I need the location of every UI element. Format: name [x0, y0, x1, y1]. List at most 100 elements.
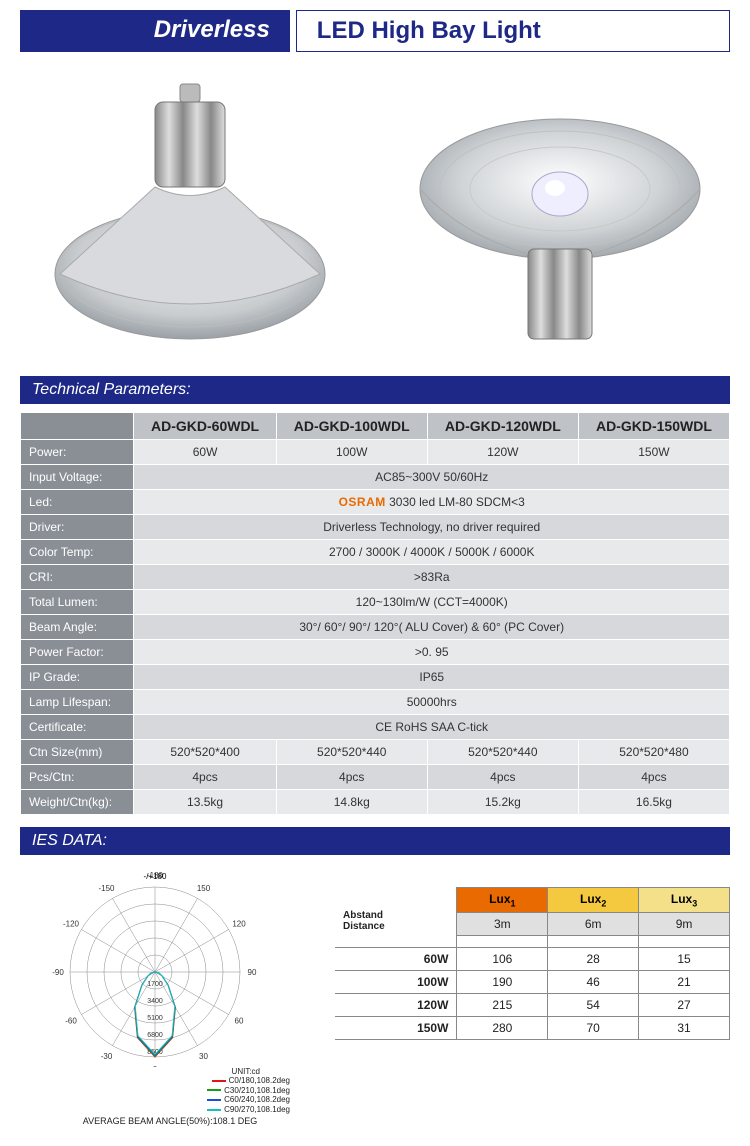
spec-row-label: Beam Angle: [21, 615, 134, 640]
legend-label: C90/270,108.1deg [224, 1105, 290, 1114]
spec-cell: 100W [276, 440, 427, 465]
lux-corner-0: Abstand [343, 910, 383, 921]
spec-cell: 520*520*440 [276, 740, 427, 765]
spec-row-label: Certificate: [21, 715, 134, 740]
spec-cell: AC85~300V 50/60Hz [134, 465, 730, 490]
lux-cell: 46 [548, 971, 639, 994]
spec-cell: 15.2kg [427, 790, 578, 815]
banner-left: Driverless [20, 10, 290, 52]
spec-cell: 14.8kg [276, 790, 427, 815]
lux-cell: 280 [457, 1017, 548, 1040]
svg-text:-150: -150 [98, 884, 115, 893]
spec-cell: 520*520*440 [427, 740, 578, 765]
polar-diagram: -180-150-120-90-60-300306090120150-/+180… [20, 867, 320, 1126]
legend-label: C0/180,108.2deg [229, 1076, 290, 1085]
spec-col-1: AD-GKD-100WDL [276, 413, 427, 440]
lux-dist-2: 6m [548, 913, 639, 936]
spec-cell: 4pcs [276, 765, 427, 790]
svg-text:3400: 3400 [147, 998, 163, 1005]
spec-cell: 120W [427, 440, 578, 465]
lux-row-label: 60W [335, 948, 457, 971]
svg-text:-120: -120 [63, 920, 80, 929]
spec-cell: 60W [134, 440, 276, 465]
spec-row-label: Input Voltage: [21, 465, 134, 490]
product-image-right [410, 74, 710, 354]
legend-swatch [207, 1109, 221, 1111]
legend-label: C60/240,108.2deg [224, 1095, 290, 1104]
legend-label: C30/210,108.1deg [224, 1086, 290, 1095]
spec-cell: 4pcs [427, 765, 578, 790]
svg-text:90: 90 [248, 968, 257, 977]
polar-footer: AVERAGE BEAM ANGLE(50%):108.1 DEG [20, 1116, 320, 1126]
spec-row-label: Lamp Lifespan: [21, 690, 134, 715]
spec-cell: OSRAM 3030 led LM-80 SDCM<3 [134, 490, 730, 515]
spec-col-3: AD-GKD-150WDL [578, 413, 729, 440]
spec-table: AD-GKD-60WDL AD-GKD-100WDL AD-GKD-120WDL… [20, 412, 730, 815]
polar-unit: UNIT:cd [20, 1067, 320, 1076]
product-images [20, 64, 730, 364]
spec-col-2: AD-GKD-120WDL [427, 413, 578, 440]
svg-text:-60: -60 [65, 1017, 77, 1026]
lux-cell: 28 [548, 948, 639, 971]
spec-cell: 4pcs [134, 765, 276, 790]
spec-cell: IP65 [134, 665, 730, 690]
svg-text:6800: 6800 [147, 1032, 163, 1039]
spec-cell: 150W [578, 440, 729, 465]
svg-text:60: 60 [235, 1017, 244, 1026]
spec-row-label: Power: [21, 440, 134, 465]
spec-row-label: IP Grade: [21, 665, 134, 690]
spec-row-label: Ctn Size(mm) [21, 740, 134, 765]
lux-cell: 215 [457, 994, 548, 1017]
lux-cell: 21 [639, 971, 730, 994]
lux-dist-1: 3m [457, 913, 548, 936]
svg-text:-/+180: -/+180 [144, 872, 167, 881]
spec-cell: 16.5kg [578, 790, 729, 815]
legend-swatch [212, 1080, 226, 1082]
spec-cell: CE RoHS SAA C-tick [134, 715, 730, 740]
spec-cell: 520*520*400 [134, 740, 276, 765]
lux-row-label: 120W [335, 994, 457, 1017]
spec-col-0: AD-GKD-60WDL [134, 413, 276, 440]
spec-cell: >83Ra [134, 565, 730, 590]
polar-legend: C0/180,108.2degC30/210,108.1degC60/240,1… [20, 1076, 320, 1114]
spec-row-label: Color Temp: [21, 540, 134, 565]
spec-cell: 2700 / 3000K / 4000K / 5000K / 6000K [134, 540, 730, 565]
spec-cell: 13.5kg [134, 790, 276, 815]
legend-item: C30/210,108.1deg [20, 1086, 290, 1096]
spec-cell: 50000hrs [134, 690, 730, 715]
lux-table: Abstand Distance Lux1 Lux2 Lux3 3m 6m 9m… [335, 887, 730, 1040]
spec-cell: 520*520*480 [578, 740, 729, 765]
lux-cell: 27 [639, 994, 730, 1017]
lux-cell: 70 [548, 1017, 639, 1040]
svg-text:120: 120 [232, 920, 246, 929]
lux-row-label: 150W [335, 1017, 457, 1040]
spec-row-label: Power Factor: [21, 640, 134, 665]
lux-cell: 106 [457, 948, 548, 971]
legend-item: C60/240,108.2deg [20, 1095, 290, 1105]
lux-hdr-3: Lux3 [639, 888, 730, 913]
svg-text:-90: -90 [52, 968, 64, 977]
svg-text:30: 30 [199, 1052, 208, 1061]
svg-text:1700: 1700 [147, 981, 163, 988]
section-ies: IES DATA: [20, 827, 730, 855]
spec-row-label: Driver: [21, 515, 134, 540]
legend-swatch [207, 1089, 221, 1091]
lux-cell: 190 [457, 971, 548, 994]
spec-cell: 120~130lm/W (CCT=4000K) [134, 590, 730, 615]
lux-dist-3: 9m [639, 913, 730, 936]
lux-cell: 15 [639, 948, 730, 971]
spec-row-label: CRI: [21, 565, 134, 590]
lux-corner: Abstand Distance [335, 888, 457, 936]
spec-cell: 4pcs [578, 765, 729, 790]
spec-row-label: Led: [21, 490, 134, 515]
banner-right: LED High Bay Light [296, 10, 730, 52]
svg-text:5100: 5100 [147, 1015, 163, 1022]
lux-corner-1: Distance [343, 921, 385, 932]
lux-cell: 54 [548, 994, 639, 1017]
title-banner: Driverless LED High Bay Light [20, 10, 730, 52]
spec-row-label: Total Lumen: [21, 590, 134, 615]
spec-cell: >0. 95 [134, 640, 730, 665]
spec-row-label: Weight/Ctn(kg): [21, 790, 134, 815]
legend-item: C0/180,108.2deg [20, 1076, 290, 1086]
lux-cell: 31 [639, 1017, 730, 1040]
